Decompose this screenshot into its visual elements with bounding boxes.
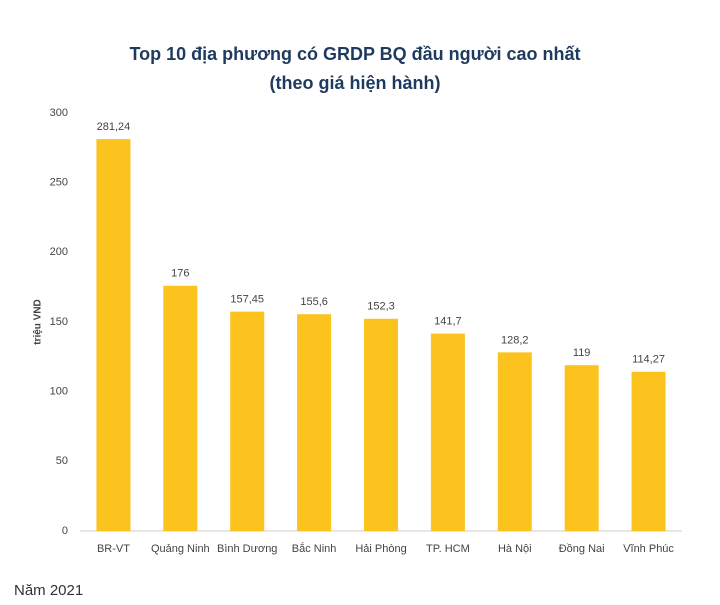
caption: Năm 2021 <box>14 582 83 599</box>
value-label: 128,2 <box>501 334 529 346</box>
value-label: 157,45 <box>230 294 264 306</box>
x-tick-label: Hà Nội <box>498 543 532 555</box>
value-label: 281,24 <box>97 121 131 133</box>
value-label: 119 <box>573 347 591 359</box>
y-tick-label: 300 <box>50 107 68 119</box>
bar <box>497 352 532 531</box>
bar <box>364 318 398 531</box>
value-label: 114,27 <box>632 354 665 366</box>
y-tick-label: 0 <box>62 525 68 537</box>
y-tick-label: 250 <box>50 177 68 189</box>
chart-title: Top 10 địa phương có GRDP BQ đầu người c… <box>129 44 580 64</box>
value-label: 152,3 <box>367 301 395 313</box>
y-tick-label: 150 <box>50 316 68 328</box>
value-label: 141,7 <box>434 315 462 327</box>
bar <box>430 333 465 531</box>
bar <box>564 365 599 531</box>
chart-subtitle: (theo giá hiện hành) <box>270 73 441 93</box>
y-tick-label: 100 <box>50 386 68 398</box>
y-axis-label: triệu VND <box>33 299 44 345</box>
bar <box>163 285 198 531</box>
value-label: 155,6 <box>300 296 328 308</box>
bar <box>230 311 265 531</box>
x-tick-label: Bình Dương <box>217 543 277 555</box>
x-tick-label: Quảng Ninh <box>151 543 210 555</box>
y-tick-label: 200 <box>50 246 68 258</box>
x-tick-label: TP. HCM <box>426 543 470 555</box>
x-tick-label: Bắc Ninh <box>292 542 337 555</box>
x-tick-label: Vĩnh Phúc <box>623 543 674 555</box>
bar <box>96 139 131 532</box>
bar <box>631 371 666 531</box>
x-tick-label: Đồng Nai <box>559 543 605 555</box>
bar <box>297 314 332 531</box>
y-tick-label: 50 <box>56 455 68 467</box>
x-tick-label: BR-VT <box>97 543 130 555</box>
value-label: 176 <box>171 268 189 280</box>
x-tick-label: Hải Phòng <box>355 543 406 555</box>
